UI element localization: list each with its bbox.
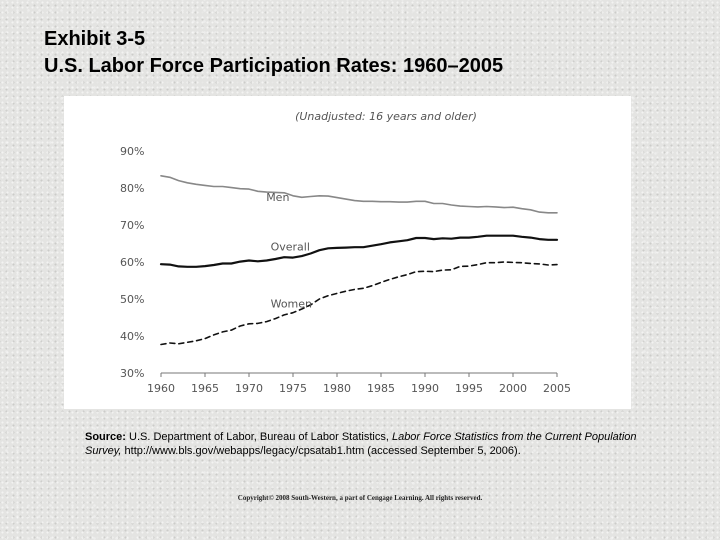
x-tick-label: 1980	[323, 382, 351, 395]
exhibit-title: U.S. Labor Force Participation Rates: 19…	[44, 55, 504, 77]
chart-panel: (Unadjusted: 16 years and older) 90% 80% 7…	[64, 96, 631, 409]
series-line-men	[160, 175, 558, 214]
series-label-women: Women	[271, 298, 312, 311]
series-label-men: Men	[266, 191, 289, 204]
source-text-2: http://www.bls.gov/webapps/legacy/cpsata…	[121, 445, 521, 457]
exhibit-number: Exhibit 3-5	[44, 28, 146, 50]
y-tick-label: 90%	[120, 145, 144, 158]
line-chart: (Unadjusted: 16 years and older) 90% 80% 7…	[120, 110, 571, 395]
source-publication: Labor Force Statistics from the Current …	[85, 431, 637, 457]
x-tick-label: 1975	[279, 382, 307, 395]
x-tick-label: 2000	[499, 382, 527, 395]
series-line-overall	[159, 234, 559, 268]
chart-series	[159, 175, 559, 346]
chart-series-labels: Men Overall Women	[266, 191, 312, 311]
y-tick-label: 70%	[120, 219, 144, 232]
series-label-overall: Overall	[271, 241, 310, 254]
x-tick-label: 1985	[367, 382, 395, 395]
source-label: Source:	[85, 431, 126, 443]
y-tick-label: 60%	[120, 256, 144, 269]
x-tick-label: 2005	[543, 382, 571, 395]
x-tick-label: 1965	[191, 382, 219, 395]
source-text-1: U.S. Department of Labor, Bureau of Labo…	[125, 431, 392, 443]
y-tick-label: 80%	[120, 182, 144, 195]
y-tick-label: 40%	[120, 330, 144, 343]
y-tick-label: 50%	[120, 293, 144, 306]
x-tick-label: 1995	[455, 382, 483, 395]
chart-axes: 90% 80% 70% 60% 50% 40% 30%1960 1965 1970 1975 198…	[120, 145, 571, 395]
y-tick-label: 30%	[120, 367, 144, 380]
copyright-notice: Copyright© 2008 South-Western, a part of…	[237, 494, 483, 502]
series-line-women	[160, 261, 558, 346]
source-note: Source: U.S. Department of Labor, Bureau…	[85, 430, 645, 458]
chart-subtitle: (Unadjusted: 16 years and older)	[295, 110, 477, 123]
x-tick-label: 1990	[411, 382, 439, 395]
x-tick-label: 1970	[235, 382, 263, 395]
x-tick-label: 1960	[147, 382, 175, 395]
slide-title: Exhibit 3-5 U.S. Labor Force Participati…	[44, 26, 503, 80]
